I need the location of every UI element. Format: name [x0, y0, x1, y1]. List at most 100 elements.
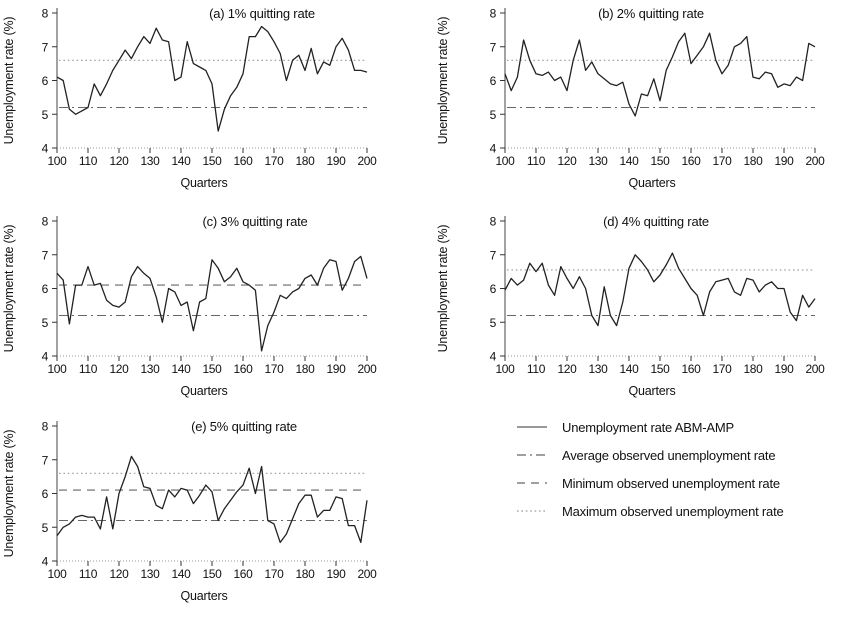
x-tick-label: 110 — [527, 362, 546, 376]
x-tick-label: 100 — [47, 154, 67, 168]
x-tick-label: 190 — [774, 154, 794, 168]
y-axis-label: Unemployment rate (%) — [2, 430, 16, 558]
legend: Unemployment rate ABM-AMP Average observ… — [421, 410, 842, 624]
legend-label: Maximum observed unemployment rate — [562, 503, 784, 519]
y-tick-label: 6 — [42, 282, 49, 296]
x-tick-label: 130 — [588, 362, 608, 376]
series-line — [56, 455, 368, 544]
x-tick-label: 140 — [171, 362, 191, 376]
x-tick-label: 150 — [650, 362, 670, 376]
y-tick-label: 7 — [490, 40, 497, 54]
x-tick-label: 190 — [774, 362, 794, 376]
y-tick-label: 4 — [42, 350, 49, 364]
x-tick-label: 190 — [326, 154, 346, 168]
x-axis-label: Quarters — [628, 176, 675, 190]
panel-title: (d) 4% quitting rate — [603, 214, 709, 229]
series-line — [504, 32, 816, 117]
x-tick-label: 120 — [557, 154, 577, 168]
panel-b: 4 5 6 7 8 100 110 120 130 140 150 160 170 180 190 200 (b… — [421, 0, 842, 200]
y-tick-label: 7 — [42, 248, 49, 262]
legend-label: Minimum observed unemployment rate — [562, 475, 780, 491]
x-tick-label: 100 — [47, 567, 67, 581]
x-tick-label: 110 — [527, 154, 546, 168]
x-tick-label: 170 — [264, 567, 284, 581]
y-axis-label: Unemployment rate (%) — [2, 225, 16, 353]
x-tick-label: 120 — [109, 362, 129, 376]
y-tick-label: 4 — [490, 350, 497, 364]
x-axis-label: Quarters — [180, 589, 227, 603]
x-tick-label: 160 — [233, 567, 253, 581]
x-tick-label: 160 — [233, 362, 253, 376]
x-tick-label: 200 — [357, 567, 377, 581]
x-tick-label: 110 — [79, 154, 98, 168]
x-tick-label: 150 — [202, 154, 222, 168]
y-tick-label: 8 — [490, 7, 497, 21]
x-tick-label: 170 — [264, 154, 284, 168]
chart-b: 4 5 6 7 8 100 110 120 130 140 150 160 170 180 190 200 (b… — [436, 6, 825, 190]
chart-c: 4 5 6 7 8 100 110 120 130 140 150 160 170 180 190 200 (c… — [2, 214, 377, 398]
x-tick-label: 170 — [712, 154, 732, 168]
y-tick-label: 8 — [42, 215, 49, 229]
y-tick-label: 5 — [42, 521, 49, 535]
legend-label: Average observed unemployment rate — [562, 447, 776, 463]
x-tick-label: 170 — [264, 362, 284, 376]
x-tick-label: 140 — [171, 567, 191, 581]
y-axis-label: Unemployment rate (%) — [2, 17, 16, 145]
x-tick-label: 100 — [495, 362, 515, 376]
x-tick-label: 180 — [743, 154, 763, 168]
legend-item: Maximum observed unemployment rate — [517, 497, 842, 525]
y-tick-label: 4 — [42, 555, 49, 569]
x-tick-label: 110 — [79, 567, 98, 581]
y-tick-label: 6 — [490, 74, 497, 88]
x-tick-label: 150 — [202, 362, 222, 376]
x-tick-label: 120 — [109, 154, 129, 168]
x-tick-label: 140 — [619, 154, 639, 168]
y-axis-label: Unemployment rate (%) — [436, 17, 450, 145]
x-tick-label: 160 — [681, 362, 701, 376]
x-tick-label: 160 — [233, 154, 253, 168]
y-tick-label: 8 — [42, 7, 49, 21]
x-tick-label: 200 — [357, 154, 377, 168]
x-tick-label: 100 — [47, 362, 67, 376]
y-axis-label: Unemployment rate (%) — [436, 225, 450, 353]
y-tick-label: 5 — [490, 316, 497, 330]
x-tick-label: 140 — [619, 362, 639, 376]
series-line — [56, 25, 368, 132]
x-tick-label: 120 — [109, 567, 129, 581]
y-tick-label: 6 — [42, 487, 49, 501]
x-tick-label: 100 — [495, 154, 515, 168]
y-tick-label: 8 — [42, 420, 49, 434]
x-axis-label: Quarters — [180, 384, 227, 398]
panel-title: (e) 5% quitting rate — [191, 419, 297, 434]
x-tick-label: 180 — [743, 362, 763, 376]
x-tick-label: 110 — [79, 362, 98, 376]
series-line — [504, 252, 816, 327]
x-tick-label: 130 — [140, 567, 160, 581]
panel-a: 4 5 6 7 8 100 110 120 130 140 150 160 170 180 190 200 (a… — [0, 0, 421, 200]
x-tick-label: 200 — [357, 362, 377, 376]
x-tick-label: 180 — [295, 362, 315, 376]
x-tick-label: 190 — [326, 362, 346, 376]
panel-e: 4 5 6 7 8 100 110 120 130 140 150 160 170 180 190 200 (e… — [0, 410, 421, 624]
y-tick-label: 5 — [490, 108, 497, 122]
legend-item: Average observed unemployment rate — [517, 441, 842, 469]
legend-item: Unemployment rate ABM-AMP — [517, 413, 842, 441]
x-axis-label: Quarters — [180, 176, 227, 190]
chart-e: 4 5 6 7 8 100 110 120 130 140 150 160 170 180 190 200 (e… — [2, 419, 377, 603]
x-tick-label: 160 — [681, 154, 701, 168]
x-axis-label: Quarters — [628, 384, 675, 398]
x-tick-label: 130 — [140, 154, 160, 168]
x-tick-label: 170 — [712, 362, 732, 376]
panel-d: 4 5 6 7 8 100 110 120 130 140 150 160 170 180 190 200 (d… — [421, 200, 842, 410]
x-tick-label: 190 — [326, 567, 346, 581]
y-tick-label: 4 — [490, 142, 497, 156]
y-tick-label: 4 — [42, 142, 49, 156]
x-tick-label: 130 — [588, 154, 608, 168]
x-tick-label: 140 — [171, 154, 191, 168]
panel-c: 4 5 6 7 8 100 110 120 130 140 150 160 170 180 190 200 (c… — [0, 200, 421, 410]
x-tick-label: 120 — [557, 362, 577, 376]
x-tick-label: 150 — [202, 567, 222, 581]
x-tick-label: 150 — [650, 154, 670, 168]
y-tick-label: 5 — [42, 316, 49, 330]
x-tick-label: 180 — [295, 154, 315, 168]
